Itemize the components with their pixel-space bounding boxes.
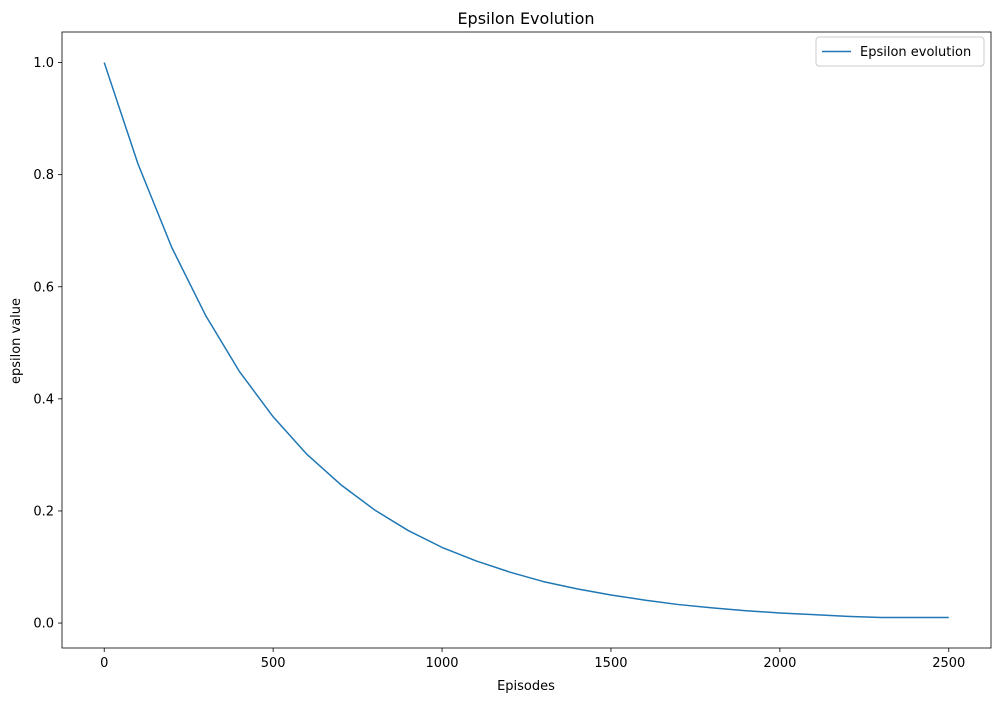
y-tick-label: 0.8 bbox=[33, 168, 54, 183]
x-tick-label: 1500 bbox=[594, 656, 627, 671]
x-tick-label: 2000 bbox=[763, 656, 796, 671]
legend-box bbox=[815, 36, 985, 67]
legend-label: Epsilon evolution bbox=[860, 45, 971, 60]
y-tick-label: 1.0 bbox=[33, 56, 54, 71]
series-line-0 bbox=[103, 62, 949, 619]
y-tick-label: 0.0 bbox=[33, 617, 54, 632]
x-tick-label: 2500 bbox=[932, 656, 965, 671]
axes-frame bbox=[61, 31, 992, 649]
legend: Epsilon evolution bbox=[815, 36, 985, 67]
x-tick-label: 1000 bbox=[425, 656, 458, 671]
x-tick-label: 500 bbox=[261, 656, 286, 671]
y-tick-label: 0.6 bbox=[33, 280, 54, 295]
y-tick-label: 0.4 bbox=[33, 392, 54, 407]
x-axis-label: Episodes bbox=[497, 679, 555, 694]
x-tick-label: 0 bbox=[100, 656, 108, 671]
y-tick-label: 0.2 bbox=[33, 504, 54, 519]
chart-title: Epsilon Evolution bbox=[457, 9, 594, 28]
plot-area: 0 500 1000 1500 2000 2500 0.0 0.2 0.4 0.6 0.8 1.0 bbox=[33, 31, 992, 671]
y-axis-label: epsilon value bbox=[9, 298, 24, 384]
